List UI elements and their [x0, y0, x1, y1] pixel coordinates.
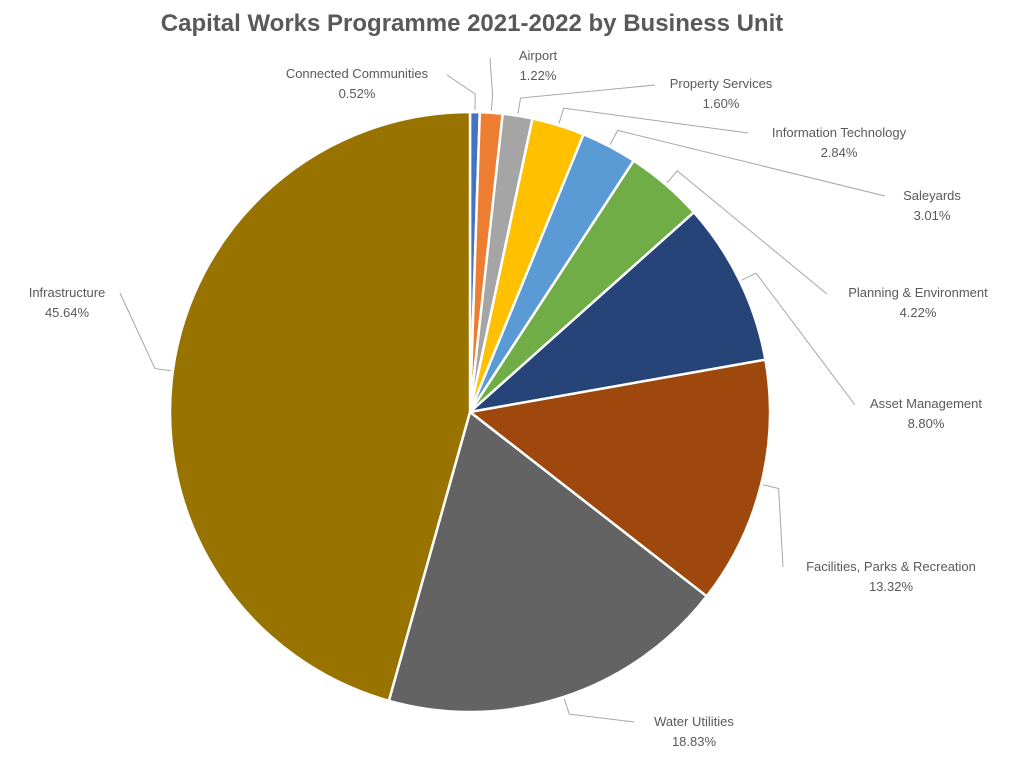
leader-line [609, 129, 886, 197]
slice-label: Planning & Environment 4.22% [848, 285, 988, 320]
slice-category-label: Information Technology [772, 125, 907, 140]
slice-value-label: 45.64% [45, 305, 90, 320]
slice-label: Information Technology 2.84% [772, 125, 907, 160]
leader-line [666, 170, 828, 295]
slice-label: Airport 1.22% [519, 48, 558, 83]
slice-value-label: 1.60% [703, 96, 740, 111]
chart-title: Capital Works Programme 2021-2022 by Bus… [160, 10, 784, 37]
slice-label: Water Utilities 18.83% [654, 714, 734, 749]
slice-label: Facilities, Parks & Recreation 13.32% [806, 559, 976, 594]
slice-value-label: 13.32% [869, 579, 914, 594]
slice-value-label: 0.52% [339, 86, 376, 101]
slice-category-label: Property Services [670, 76, 773, 91]
leader-line [558, 107, 749, 134]
slice-category-label: Asset Management [870, 396, 982, 411]
leader-line [741, 272, 856, 406]
slice-category-label: Saleyards [903, 188, 961, 203]
leader-line [517, 84, 656, 114]
slice-label: Asset Management 8.80% [870, 396, 982, 431]
leader-line [489, 57, 494, 111]
slice-category-label: Planning & Environment [848, 285, 988, 300]
slice-category-label: Airport [519, 48, 558, 63]
pie-slices [168, 110, 772, 714]
leader-line [119, 292, 171, 372]
leader-lines [119, 57, 886, 723]
slice-label: Infrastructure 45.64% [29, 285, 106, 320]
slice-label: Connected Communities 0.52% [286, 66, 429, 101]
pie-slice-infrastructure [168, 110, 472, 703]
slice-category-label: Facilities, Parks & Recreation [806, 559, 976, 574]
slice-label: Property Services 1.60% [670, 76, 773, 111]
slice-value-label: 4.22% [900, 305, 937, 320]
slice-category-label: Water Utilities [654, 714, 734, 729]
slice-category-label: Connected Communities [286, 66, 429, 81]
leader-line [762, 484, 784, 568]
slice-value-label: 3.01% [914, 208, 951, 223]
slice-value-label: 18.83% [672, 734, 717, 749]
slice-value-label: 1.22% [520, 68, 557, 83]
slice-labels: Connected Communities 0.52% Airport 1.22% Pr… [29, 48, 988, 749]
slice-label: Saleyards 3.01% [903, 188, 961, 223]
slice-value-label: 8.80% [908, 416, 945, 431]
pie-slice-facilities-parks-recreation [467, 358, 772, 599]
leader-line [563, 698, 635, 723]
slice-category-label: Infrastructure [29, 285, 106, 300]
pie-slice-asset-management [465, 210, 767, 414]
pie-slice-water-utilities [387, 409, 709, 714]
slice-value-label: 2.84% [821, 145, 858, 160]
leader-line [446, 74, 476, 111]
